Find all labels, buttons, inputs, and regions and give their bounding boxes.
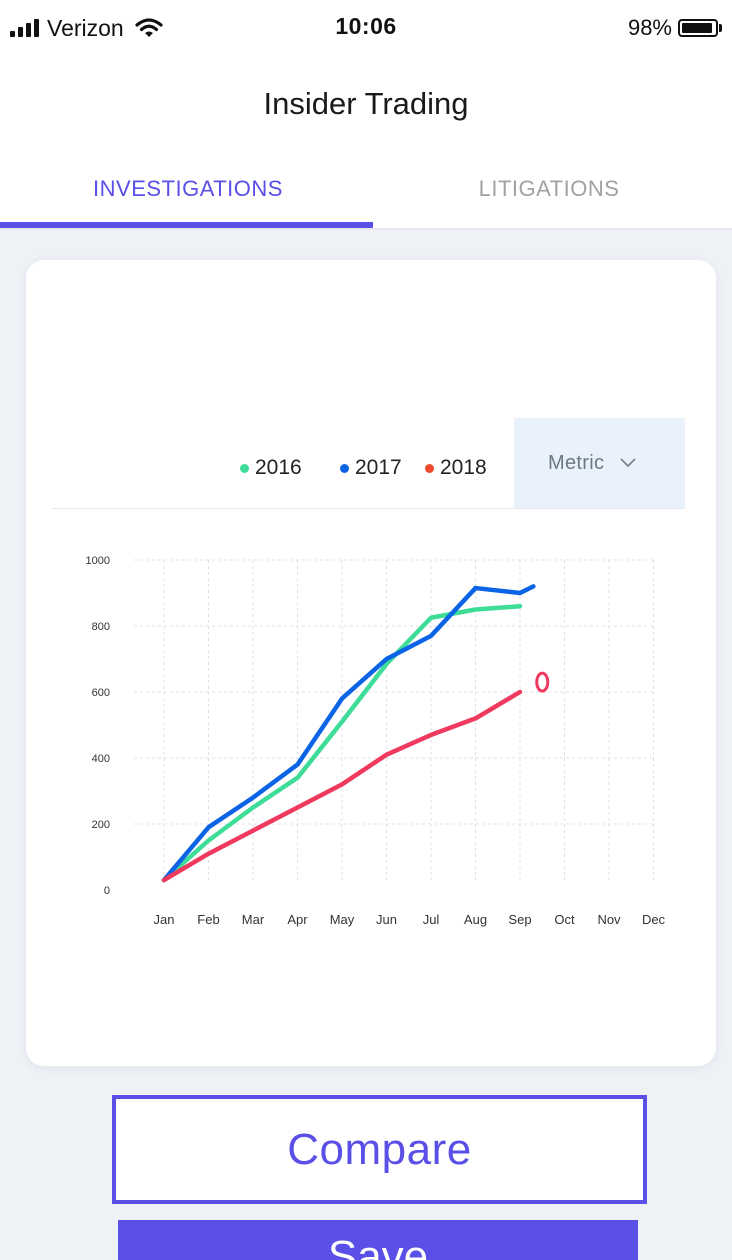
legend-dot-2016 [240,463,249,473]
series-line-2017 [161,584,536,883]
active-tab-indicator [0,222,373,229]
y-tick-label: 200 [92,819,110,831]
carrier-indicator: Verizon [10,14,164,42]
x-tick-label: Dec [642,912,666,927]
legend-dot-2017 [340,463,349,473]
x-tick-label: Jan [154,912,175,927]
y-tick-label: 0 [104,885,110,897]
legend-label-2016: 2016 [255,456,302,479]
x-tick-label: Apr [287,912,308,927]
x-tick-label: Oct [554,912,575,927]
x-tick-label: Mar [242,912,265,927]
legend-label-2018: 2018 [440,456,487,479]
battery-indicator: 98% [628,14,722,42]
legend-label-2017: 2017 [355,456,402,479]
line-chart: 0 200 400 600 800 1000 Jan Feb Mar Apr May Jun Jul A… [86,555,666,927]
battery-percent: 98% [627,15,672,40]
x-tick-label: Jul [423,912,440,927]
series-line-2018 [161,689,523,883]
series-end-marker-2018 [535,671,550,693]
legend-dot-2018 [425,463,434,473]
x-tick-label: Jun [376,912,397,927]
x-tick-label: Nov [597,912,621,927]
save-button-label: Save [327,1232,429,1260]
page-title: Insider Trading [263,86,469,121]
tab-litigations[interactable]: LITIGATIONS [478,176,620,201]
metric-dropdown[interactable]: Metric [514,418,685,508]
status-bar: Verizon 10:06 98% [0,0,732,56]
compare-button[interactable]: Compare [112,1095,647,1204]
y-tick-label: 600 [92,687,110,699]
header-divider [0,228,732,230]
signal-icon [10,19,39,37]
chevron-down-icon [620,458,636,468]
legend-item-2017: 2017 [340,456,402,480]
legend-item-2018: 2018 [425,456,487,480]
battery-icon [678,19,718,37]
x-tick-label: Aug [464,912,487,927]
app-header: Insider Trading INVESTIGATIONS LITIGATIO… [0,56,732,230]
wifi-icon [135,18,163,37]
metric-label: Metric [548,451,605,474]
legend-item-2016: 2016 [240,456,302,480]
x-tick-label: Sep [508,912,531,927]
series-line-2016 [161,603,523,883]
y-tick-label: 1000 [86,555,110,567]
tab-investigations[interactable]: INVESTIGATIONS [93,176,283,201]
y-tick-label: 400 [92,753,110,765]
chart-card: 2016 2017 2018 Metric 0 200 400 600 800 1000 … [26,260,716,1066]
x-tick-label: May [330,912,355,927]
carrier-name: Verizon [47,14,124,41]
x-tick-label: Feb [197,912,219,927]
y-tick-label: 800 [92,621,110,633]
save-button[interactable]: Save [118,1220,638,1260]
legend-divider [52,508,685,509]
clock: 10:06 [335,13,397,39]
